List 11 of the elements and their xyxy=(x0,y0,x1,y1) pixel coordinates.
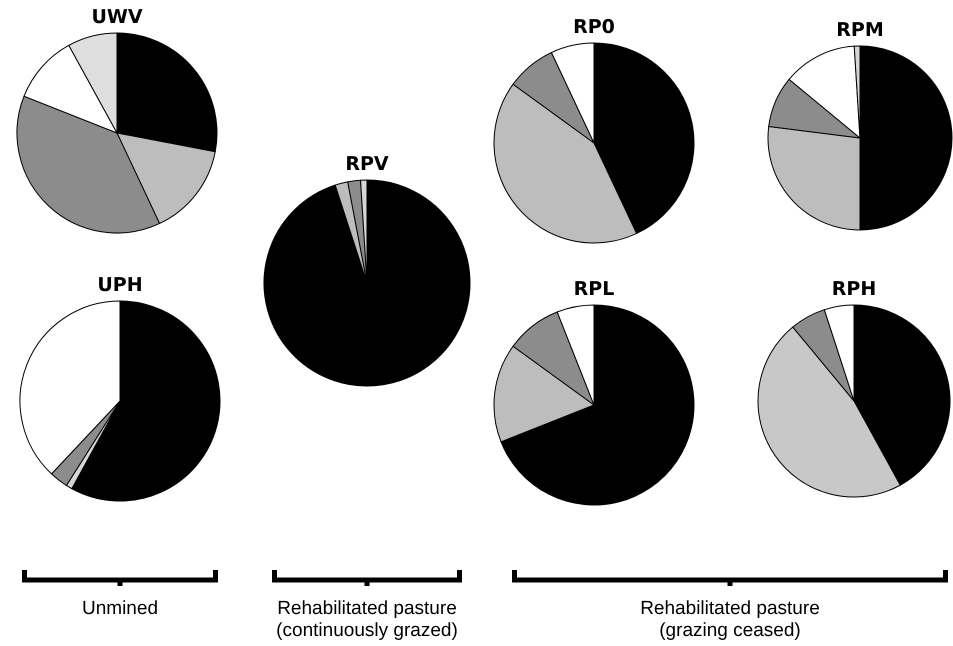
chart-title: RPM xyxy=(836,19,884,41)
chart-title: UWV xyxy=(91,6,143,28)
pie-slice xyxy=(264,180,470,386)
chart-title: RPL xyxy=(574,278,614,300)
text: Rehabilitated pasture (continuously grazed) xyxy=(275,598,459,642)
chart-title: RPH xyxy=(832,278,876,300)
text: Rehabilitated pasture (grazing ceased) xyxy=(639,598,821,642)
chart-title: RP0 xyxy=(573,16,615,38)
chart-title: UPH xyxy=(97,274,143,296)
chart-title: RPV xyxy=(345,153,389,175)
text: Unmined xyxy=(80,598,160,620)
